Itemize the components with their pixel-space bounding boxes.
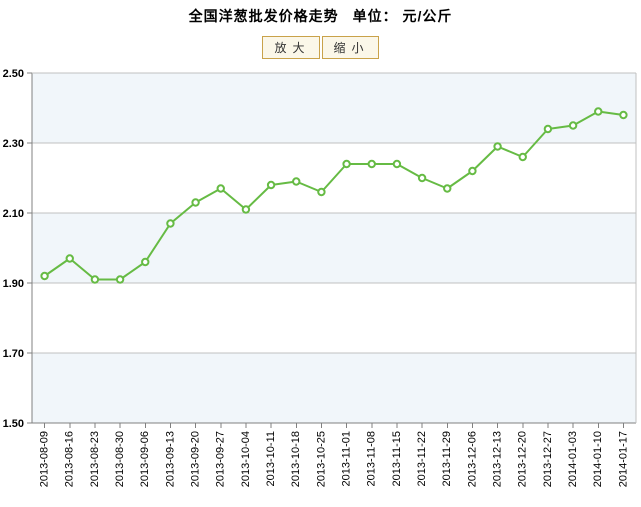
svg-text:2013-11-01: 2013-11-01 [340,431,352,486]
zoom-out-button[interactable]: 缩小 [322,36,379,59]
svg-text:2013-09-27: 2013-09-27 [215,431,227,487]
svg-text:2013-09-20: 2013-09-20 [189,431,201,487]
svg-text:1.70: 1.70 [3,348,24,360]
svg-text:2013-12-06: 2013-12-06 [466,431,478,487]
svg-text:2013-09-13: 2013-09-13 [164,431,176,487]
svg-text:2014-01-17: 2014-01-17 [617,431,629,487]
svg-text:2013-10-11: 2013-10-11 [265,431,277,486]
svg-text:2013-11-15: 2013-11-15 [391,431,403,486]
svg-text:2013-12-13: 2013-12-13 [491,431,503,487]
svg-text:2013-10-18: 2013-10-18 [290,431,302,487]
svg-text:1.50: 1.50 [3,418,24,430]
svg-text:2013-12-27: 2013-12-27 [542,431,554,487]
svg-text:1.90: 1.90 [3,278,24,290]
svg-text:2013-08-09: 2013-08-09 [38,431,50,487]
svg-text:2013-11-08: 2013-11-08 [366,431,378,486]
svg-text:2013-08-23: 2013-08-23 [89,431,101,487]
svg-text:2013-08-30: 2013-08-30 [114,431,126,487]
chart-title: 全国洋葱批发价格走势单位： 元/公斤 [0,0,641,36]
svg-text:2013-11-29: 2013-11-29 [441,431,453,486]
svg-text:2.50: 2.50 [3,69,24,80]
svg-text:2013-11-22: 2013-11-22 [416,431,428,486]
title-main: 全国洋葱批发价格走势 [189,8,339,24]
zoom-in-button[interactable]: 放大 [262,36,319,59]
svg-text:2013-10-04: 2013-10-04 [240,431,252,487]
svg-text:2.30: 2.30 [3,138,24,150]
svg-text:2.10: 2.10 [3,208,24,220]
svg-text:2014-01-03: 2014-01-03 [567,431,579,487]
chart-svg: 1.50 1.70 1.90 2.10 2.30 2.50 2013-08-09 2013-0… [0,69,641,504]
svg-text:2013-08-16: 2013-08-16 [64,431,76,487]
toolbar: 放大缩小 [0,36,641,69]
chart: 1.50 1.70 1.90 2.10 2.30 2.50 2013-08-09 2013-0… [0,69,641,504]
svg-text:2014-01-10: 2014-01-10 [592,431,604,487]
svg-text:2013-10-25: 2013-10-25 [315,431,327,487]
svg-text:2013-09-06: 2013-09-06 [139,431,151,487]
title-unit: 单位： 元/公斤 [353,8,453,24]
svg-text:2013-12-20: 2013-12-20 [517,431,529,487]
